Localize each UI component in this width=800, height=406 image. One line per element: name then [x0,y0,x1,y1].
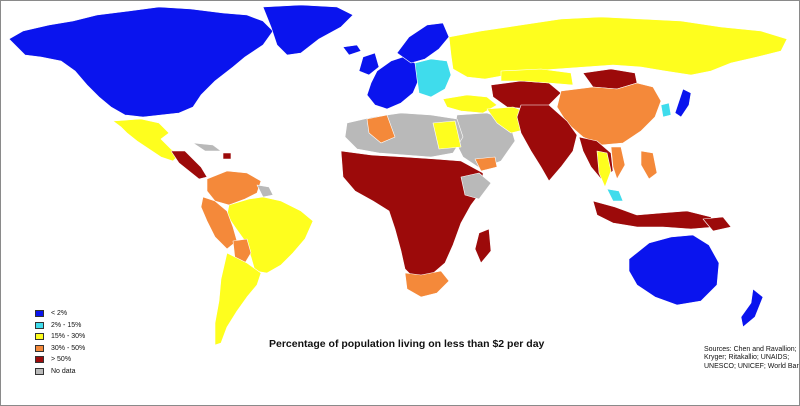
region-sub-saharan-africa [340,150,484,280]
legend-swatch [35,356,44,364]
region-morocco-algeria [366,114,396,144]
region-madagascar [474,228,492,264]
region-egypt [432,120,462,150]
region-yemen [474,156,498,172]
legend-swatch [35,310,44,317]
legend-item: 2% - 15% [35,320,85,331]
legend: < 2% 2% - 15% 15% - 30% 30% - 50% > 50% … [35,308,85,378]
region-southern-cone [214,252,262,346]
region-peru [200,196,238,250]
legend-item: < 2% [35,308,85,319]
region-north-america [8,6,274,118]
region-central-america [170,150,208,180]
legend-swatch [35,367,44,375]
region-malaysia [606,188,624,202]
region-scandinavia [396,22,450,64]
region-northern-south-america [206,170,262,206]
region-russia [448,16,788,80]
region-horn-of-africa [460,172,492,200]
legend-label: 15% - 30% [51,333,86,341]
region-guianas [256,184,274,198]
region-japan [674,88,692,118]
region-cuba [192,142,222,152]
sources-note: Sources: Chen and Ravallion; Kryger; Rit… [704,346,800,371]
legend-swatch [35,333,44,341]
region-iceland [342,44,362,56]
map-title: Percentage of population living on less … [269,338,545,350]
sources-line: Sources: Chen and Ravallion; [704,346,797,353]
region-kazakhstan [500,68,574,86]
region-brazil [226,196,314,274]
region-australia [628,234,720,306]
region-korea [660,102,672,118]
legend-label: < 2% [51,310,68,317]
legend-item: No data [35,366,85,377]
region-british-isles [358,52,380,76]
region-western-europe [366,56,420,110]
region-new-zealand [740,288,764,328]
region-mexico [112,118,180,162]
legend-label: 2% - 15% [51,321,82,329]
legend-label: No data [51,367,76,375]
region-philippines [640,150,658,180]
sources-line: UNESCO; UNICEF; World Bank [704,362,800,370]
region-eastern-europe [414,58,452,98]
legend-item: 30% - 50% [35,343,85,354]
legend-label: > 50% [51,356,72,364]
region-thailand [596,150,612,188]
legend-swatch [35,321,44,329]
region-indonesia [592,200,716,230]
region-south-asia [516,104,578,182]
region-greenland [262,4,354,56]
legend-swatch [35,344,44,352]
region-vietnam [610,146,626,180]
region-south-africa [404,270,450,298]
region-papua [702,216,732,232]
legend-item: > 50% [35,354,85,365]
sources-line: Kryger; Ritakallio; UNAIDS; [704,354,790,362]
region-haiti [222,152,232,160]
region-bolivia [232,238,252,264]
legend-item: 15% - 30% [35,331,85,342]
legend-label: 30% - 50% [51,344,86,352]
